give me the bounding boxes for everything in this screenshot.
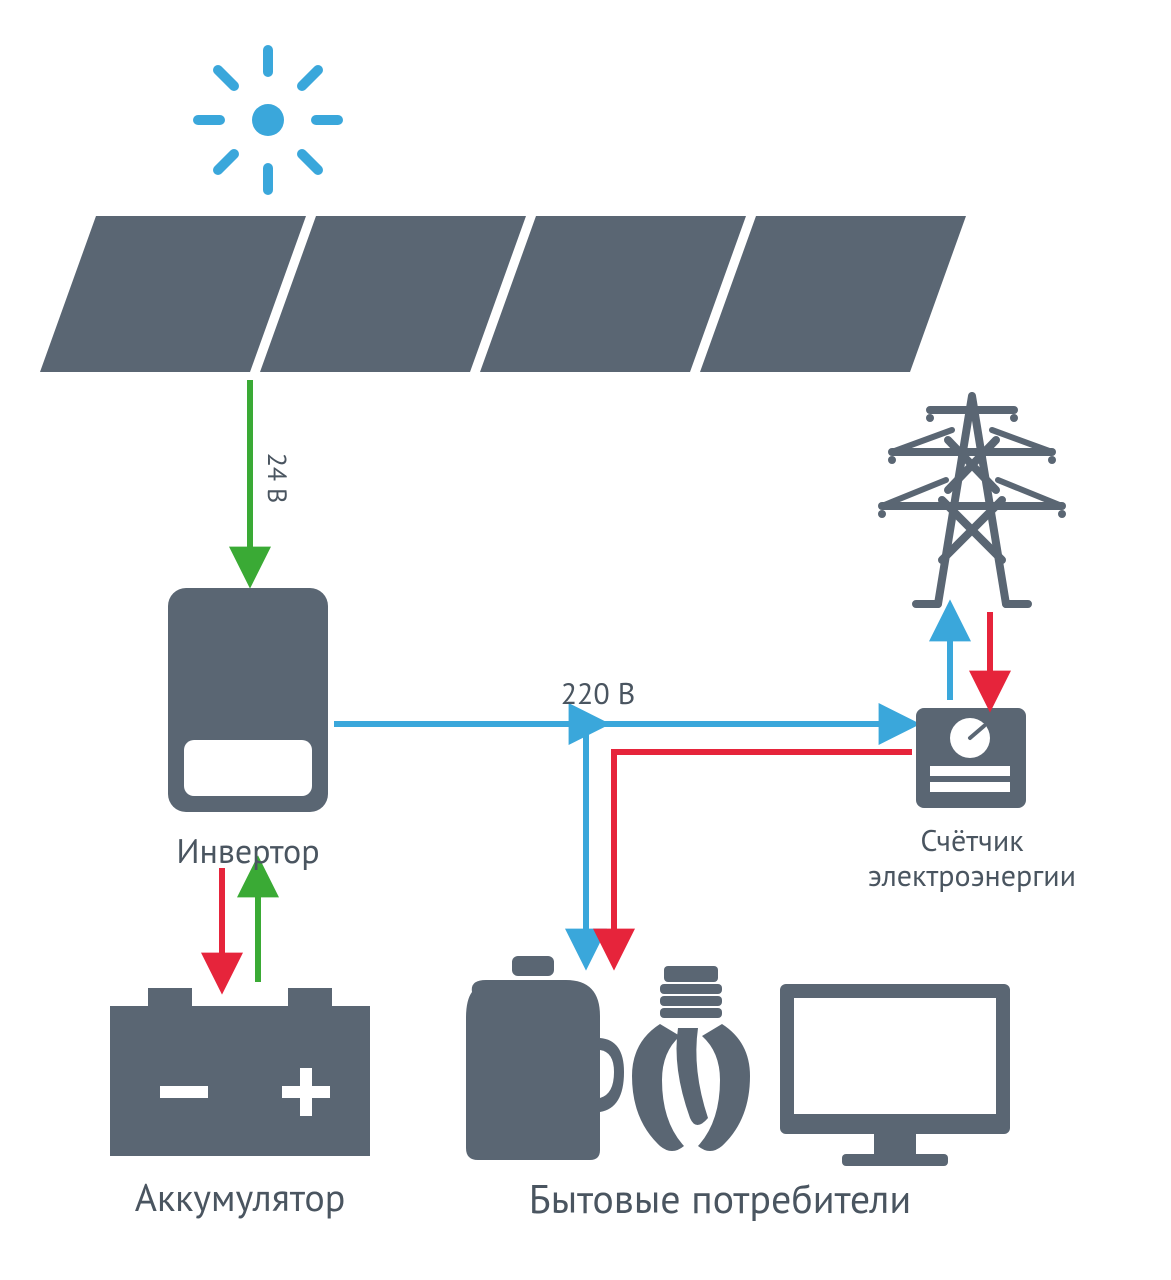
consumers-label: Бытовые потребители xyxy=(440,1176,1000,1222)
battery-icon xyxy=(110,988,370,1156)
edge-panel-to-inverter: 24 В xyxy=(250,380,293,576)
kettle-icon xyxy=(466,956,624,1160)
edge-meter-pylon xyxy=(950,612,990,700)
edge-inverter-battery xyxy=(222,868,258,982)
edge-inverter-to-bus: 220 В xyxy=(334,674,908,724)
inverter-label: Инвертор xyxy=(120,832,376,871)
edge-label-220v: 220 В xyxy=(561,674,636,713)
edge-label-24v: 24 В xyxy=(260,453,293,503)
battery-label: Аккумулятор xyxy=(60,1176,420,1220)
meter-label: Счётчик электроэнергии xyxy=(840,824,1104,893)
meter-icon xyxy=(916,708,1026,808)
bulb-icon xyxy=(632,966,750,1151)
inverter-icon xyxy=(168,588,328,812)
solar-panels-icon xyxy=(40,216,966,372)
sun-icon xyxy=(198,50,338,190)
monitor-icon xyxy=(780,984,1010,1166)
solar-system-diagram: 24 В 220 В xyxy=(0,0,1171,1280)
pylon-icon xyxy=(878,396,1066,604)
